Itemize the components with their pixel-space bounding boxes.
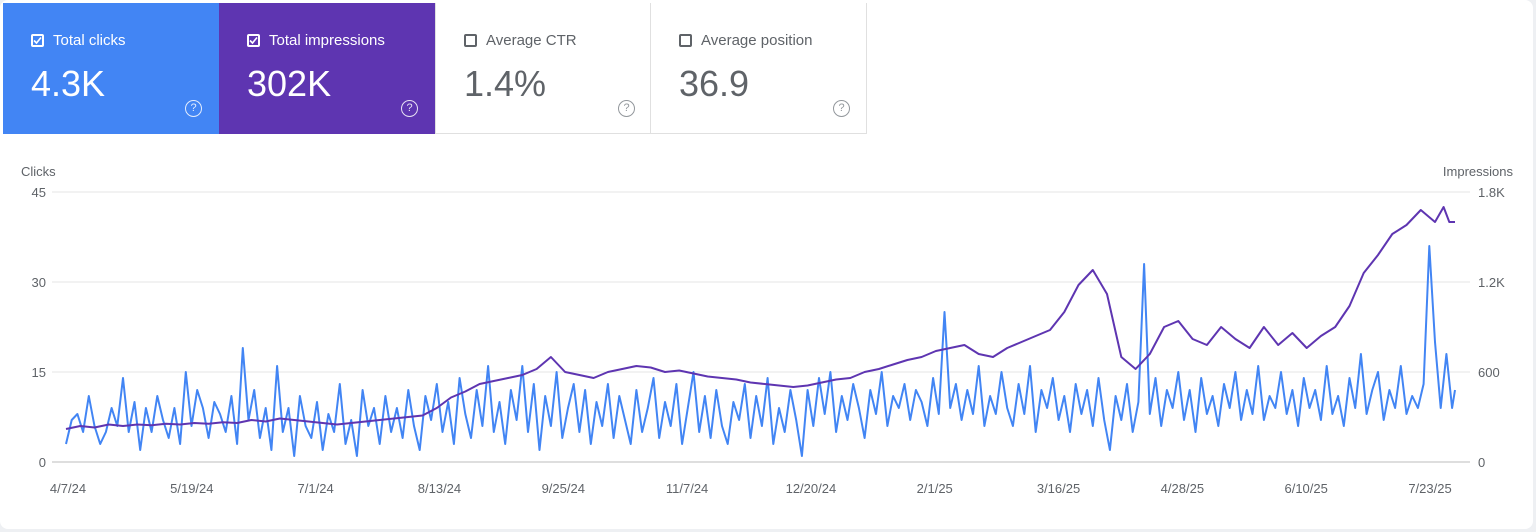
right-tick-label: 0 [1478, 455, 1485, 470]
total-impressions-label: Total impressions [269, 32, 385, 49]
average-position-value: 36.9 [679, 63, 750, 104]
average-position-label: Average position [701, 32, 813, 49]
chart-grid [52, 191, 1470, 463]
right-tick-label: 1.8K [1478, 185, 1505, 200]
left-tick-label: 45 [32, 185, 46, 200]
average-position-card[interactable]: Average position 36.9 ? [651, 3, 867, 134]
left-tick-label: 0 [39, 455, 46, 470]
total-impressions-checkbox[interactable] [247, 34, 260, 47]
total-impressions-card[interactable]: Total impressions 302K ? [219, 3, 435, 134]
checkmark-icon [33, 36, 42, 45]
x-tick-label: 12/20/24 [786, 481, 837, 496]
total-clicks-card[interactable]: Total clicks 4.3K ? [3, 3, 219, 134]
help-icon[interactable]: ? [618, 100, 635, 117]
x-tick-label: 3/16/25 [1037, 481, 1080, 496]
help-icon[interactable]: ? [401, 100, 418, 117]
x-tick-label: 7/1/24 [298, 481, 334, 496]
x-tick-label: 5/19/24 [170, 481, 213, 496]
impressions-series-line [65, 206, 1455, 430]
metric-cards: Total clicks 4.3K ? Total impressions 30… [3, 3, 867, 134]
total-clicks-value: 4.3K [31, 63, 106, 104]
x-tick-label: 8/13/24 [418, 481, 461, 496]
average-position-checkbox[interactable] [679, 34, 692, 47]
average-ctr-checkbox[interactable] [464, 34, 477, 47]
average-ctr-label: Average CTR [486, 32, 577, 49]
x-tick-label: 4/7/24 [50, 481, 86, 496]
left-tick-label: 30 [32, 275, 46, 290]
x-tick-label: 11/7/24 [666, 481, 708, 496]
x-tick-label: 9/25/24 [542, 481, 585, 496]
x-tick-label: 2/1/25 [917, 481, 953, 496]
chart-series [65, 206, 1456, 457]
x-axis-ticks: 4/7/24 5/19/24 7/1/24 8/13/24 9/25/24 11/7/24… [50, 481, 1452, 496]
right-tick-label: 1.2K [1478, 275, 1505, 290]
x-tick-label: 4/28/25 [1161, 481, 1204, 496]
average-ctr-card[interactable]: Average CTR 1.4% ? [435, 3, 651, 134]
left-axis-title: Clicks [21, 164, 56, 179]
right-tick-label: 600 [1478, 365, 1500, 380]
total-clicks-checkbox[interactable] [31, 34, 44, 47]
help-icon[interactable]: ? [833, 100, 850, 117]
x-tick-label: 6/10/25 [1284, 481, 1327, 496]
left-tick-label: 15 [32, 365, 46, 380]
right-axis-ticks: 0 600 1.2K 1.8K [1478, 185, 1505, 470]
clicks-series-line [65, 245, 1456, 457]
x-tick-label: 7/23/25 [1408, 481, 1451, 496]
right-axis-title: Impressions [1443, 164, 1514, 179]
total-clicks-label: Total clicks [53, 32, 126, 49]
total-impressions-value: 302K [247, 63, 332, 104]
checkmark-icon [249, 36, 258, 45]
average-ctr-value: 1.4% [464, 63, 547, 104]
help-icon[interactable]: ? [185, 100, 202, 117]
left-axis-ticks: 0 15 30 45 [32, 185, 46, 470]
